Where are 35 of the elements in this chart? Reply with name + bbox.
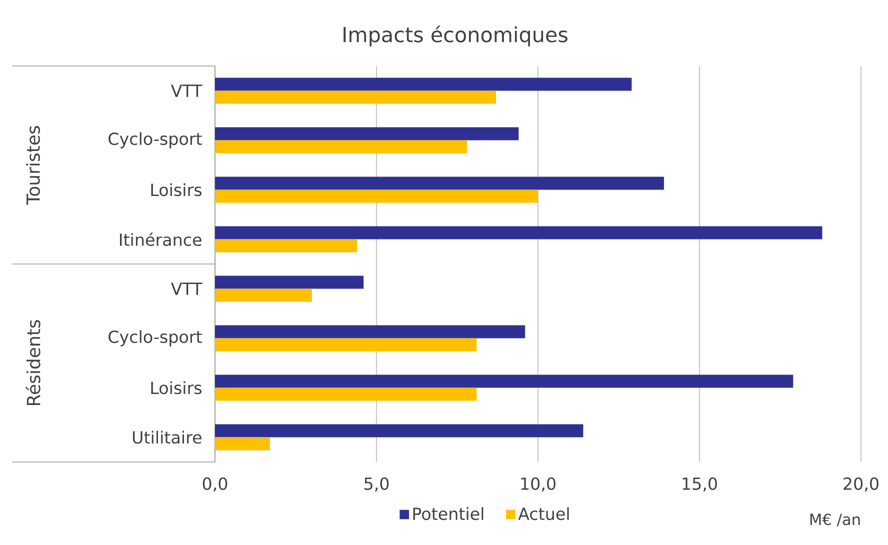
bar	[215, 338, 477, 352]
x-tick-label: 0,0	[202, 477, 228, 492]
bar	[215, 276, 364, 289]
bar	[215, 374, 794, 388]
y-tick-label: VTT	[170, 282, 202, 295]
y-tick-label: VTT	[170, 84, 202, 97]
y-tick-label: Loisirs	[151, 381, 202, 394]
legend-label: Potentiel	[413, 507, 484, 520]
bar	[215, 176, 664, 190]
bar	[215, 388, 477, 401]
bar	[215, 127, 519, 140]
bar	[215, 90, 496, 104]
y-tick-label: Cyclo-sport	[108, 330, 202, 346]
text: Touristes	[26, 126, 40, 205]
bar	[215, 140, 467, 154]
x-tick-label: 20,0	[844, 477, 878, 492]
text: Résidents	[26, 320, 40, 405]
bar	[215, 437, 270, 450]
y-tick-label: Utilitaire	[132, 430, 202, 444]
x-axis-title: M€ /an	[810, 514, 860, 526]
legend-label: Actuel	[518, 507, 569, 520]
x-tick-label: 10,0	[521, 477, 556, 492]
y-tick-label: Loisirs	[151, 183, 202, 196]
bar	[215, 325, 526, 338]
bar	[215, 226, 822, 240]
x-tick-label: 5,0	[364, 477, 389, 492]
y-tick-label: Cyclo-sport	[108, 132, 202, 148]
y-tick-label: Itinérance	[120, 232, 202, 246]
bar	[215, 239, 358, 252]
chart-title: Impacts économiques	[344, 26, 568, 46]
bar	[215, 78, 632, 91]
bar	[215, 424, 584, 438]
bar	[215, 288, 312, 302]
bar	[215, 190, 538, 203]
x-tick-label: 15,0	[682, 477, 717, 492]
